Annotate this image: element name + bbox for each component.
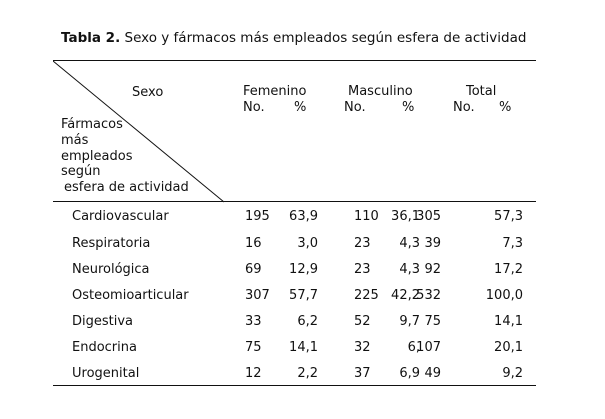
cell-femenino-pct: 3,0 [297,236,318,251]
cell-femenino-no: 12 [245,366,262,381]
cell-total-no: 532 [416,288,441,303]
cell-femenino-no: 75 [245,340,262,355]
cell-masculino-pct: 6,9 [399,366,420,381]
cell-total-pct: 17,2 [494,262,523,277]
row-label: Respiratoria [72,236,151,251]
cell-total-no: 49 [424,366,441,381]
cell-femenino-pct: 14,1 [289,340,318,355]
row-label: Cardiovascular [72,209,169,224]
row-label: Neurológica [72,262,150,277]
table-caption: Tabla 2. Sexo y fármacos más empleados s… [61,30,526,46]
cell-masculino-pct: 4,3 [399,236,420,251]
header-bottom-rule [53,201,536,202]
cell-masculino-pct: 36,1 [391,209,420,224]
cell-femenino-pct: 2,2 [297,366,318,381]
caption-label: Tabla 2. [61,30,121,46]
corner-header-sexo: Sexo [132,85,164,100]
cell-masculino-no: 32 [354,340,371,355]
table-bottom-rule [53,385,536,386]
cell-total-pct: 100,0 [485,288,523,303]
header-total-no: No. [453,100,475,115]
cell-femenino-no: 33 [245,314,262,329]
cell-total-no: 75 [424,314,441,329]
cell-masculino-pct: 42,2 [391,288,420,303]
cell-masculino-pct: 6, [407,340,420,355]
row-label: Endocrina [72,340,137,355]
table-top-rule [53,60,536,61]
cell-masculino-no: 23 [354,262,371,277]
row-label: Osteomioarticular [72,288,189,303]
header-diagonal-line [53,61,225,203]
cell-total-pct: 7,3 [502,236,523,251]
cell-total-pct: 9,2 [502,366,523,381]
cell-total-no: 107 [416,340,441,355]
cell-masculino-no: 52 [354,314,371,329]
corner-line-3: empleados [61,149,133,164]
cell-masculino-pct: 4,3 [399,262,420,277]
header-masculino-pct: % [402,100,415,115]
cell-femenino-pct: 63,9 [289,209,318,224]
row-label: Digestiva [72,314,134,329]
header-masculino: Masculino [348,84,413,99]
row-label: Urogenital [72,366,140,381]
header-total: Total [466,84,497,99]
corner-line-1: Fármacos [61,117,123,132]
cell-femenino-no: 16 [245,236,262,251]
cell-masculino-no: 37 [354,366,371,381]
cell-femenino-no: 307 [245,288,270,303]
cell-total-no: 305 [416,209,441,224]
cell-masculino-no: 110 [354,209,379,224]
cell-masculino-no: 225 [354,288,379,303]
cell-total-pct: 14,1 [494,314,523,329]
corner-line-4: según [61,164,101,179]
cell-masculino-pct: 9,7 [399,314,420,329]
corner-line-2: más [61,133,89,148]
cell-total-pct: 20,1 [494,340,523,355]
cell-masculino-no: 23 [354,236,371,251]
cell-femenino-pct: 12,9 [289,262,318,277]
header-femenino-no: No. [243,100,265,115]
header-femenino-pct: % [294,100,307,115]
header-total-pct: % [499,100,512,115]
cell-femenino-no: 195 [245,209,270,224]
header-femenino: Femenino [243,84,307,99]
cell-total-no: 92 [424,262,441,277]
cell-femenino-no: 69 [245,262,262,277]
header-masculino-no: No. [344,100,366,115]
cell-femenino-pct: 6,2 [297,314,318,329]
corner-line-5: esfera de actividad [64,180,189,195]
cell-total-no: 39 [424,236,441,251]
cell-total-pct: 57,3 [494,209,523,224]
cell-femenino-pct: 57,7 [289,288,318,303]
caption-text: Sexo y fármacos más empleados según esfe… [124,30,527,46]
